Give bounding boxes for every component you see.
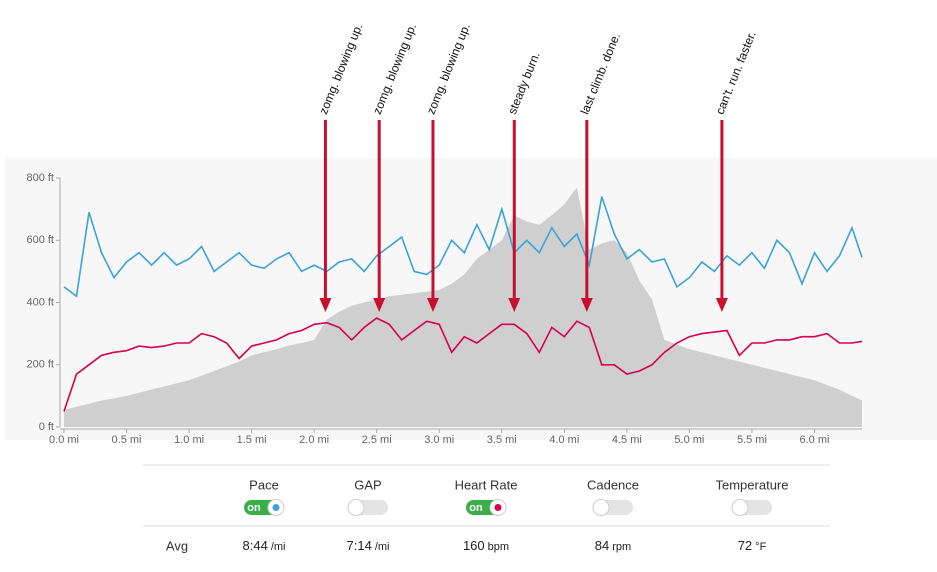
avg-number: 7:14 [347,538,372,553]
y-tick-label: 800 ft [26,172,54,184]
x-tick-label: 4.5 mi [612,434,642,446]
x-tick-label: 0.5 mi [112,434,142,446]
avg-unit: bpm [488,541,509,553]
avg-value: 84 rpm [595,538,631,553]
x-tick-label: 2.0 mi [299,434,329,446]
toggle[interactable] [731,499,772,516]
series-line [63,317,863,412]
y-tick-label: 600 ft [26,234,54,246]
annotation-arrowhead [580,298,593,312]
annotation-arrowhead [373,298,386,312]
elevation-area [64,187,862,427]
avg-value: 160 bpm [463,538,509,553]
annotation-text: steady burn. [505,50,543,116]
y-tick-label: 0 ft [39,421,54,433]
avg-value: 7:14/mi [347,538,390,553]
x-tick-label: 3.0 mi [424,434,454,446]
avg-number: 8:44 [243,538,268,553]
annotation-arrowhead [715,298,728,312]
x-tick-label: 0.0 mi [49,434,79,446]
annotation-arrowhead [319,298,332,312]
control-label: GAP [354,477,381,492]
x-tick-label: 4.0 mi [549,434,579,446]
annotation-text: zomg. blowing up. [316,21,365,116]
x-tick-label: 1.5 mi [237,434,267,446]
avg-value: 8:44/mi [243,538,286,553]
annotation-arrowhead [508,298,521,312]
avg-number: 84 [595,538,609,553]
y-tick-label: 200 ft [26,359,54,371]
series-line [63,196,863,298]
x-tick-label: 3.5 mi [487,434,517,446]
x-tick-label: 5.5 mi [737,434,767,446]
control-label: Cadence [587,477,639,492]
annotation-text: last climb. done. [578,31,623,117]
toggle-dot [272,504,280,511]
toggle[interactable]: on [244,499,285,516]
toggle-dot [494,504,502,511]
control-label: Pace [249,477,279,492]
control-label: Temperature [716,477,789,492]
avg-unit: /mi [271,541,286,553]
x-tick-label: 1.0 mi [174,434,204,446]
toggle[interactable]: on [466,499,507,516]
toggle-text: on [247,502,261,514]
toggle[interactable] [347,499,388,516]
toggle-knob [731,499,749,516]
avg-number: 72 [738,538,752,553]
avg-number: 160 [463,538,485,553]
y-tick-label: 400 ft [26,296,54,308]
toggle[interactable] [592,499,633,516]
annotation-arrowhead [426,298,439,312]
annotation-text: zomg. blowing up. [370,21,419,116]
avg-unit: rpm [612,541,631,553]
control-label: Heart Rate [455,477,518,492]
toggle-text: on [469,502,483,514]
avg-unit: /mi [375,541,390,553]
annotation-text: zomg. blowing up. [424,21,473,116]
x-tick-label: 6.0 mi [799,434,829,446]
avg-value: 72 °F [738,538,767,553]
avg-unit: °F [755,541,766,553]
avg-label: Avg [166,538,188,553]
annotation-text: can't. run. faster. [713,29,759,116]
x-tick-label: 2.5 mi [362,434,392,446]
toggle-knob [592,499,610,516]
toggle-knob [347,499,365,516]
x-tick-label: 5.0 mi [674,434,704,446]
